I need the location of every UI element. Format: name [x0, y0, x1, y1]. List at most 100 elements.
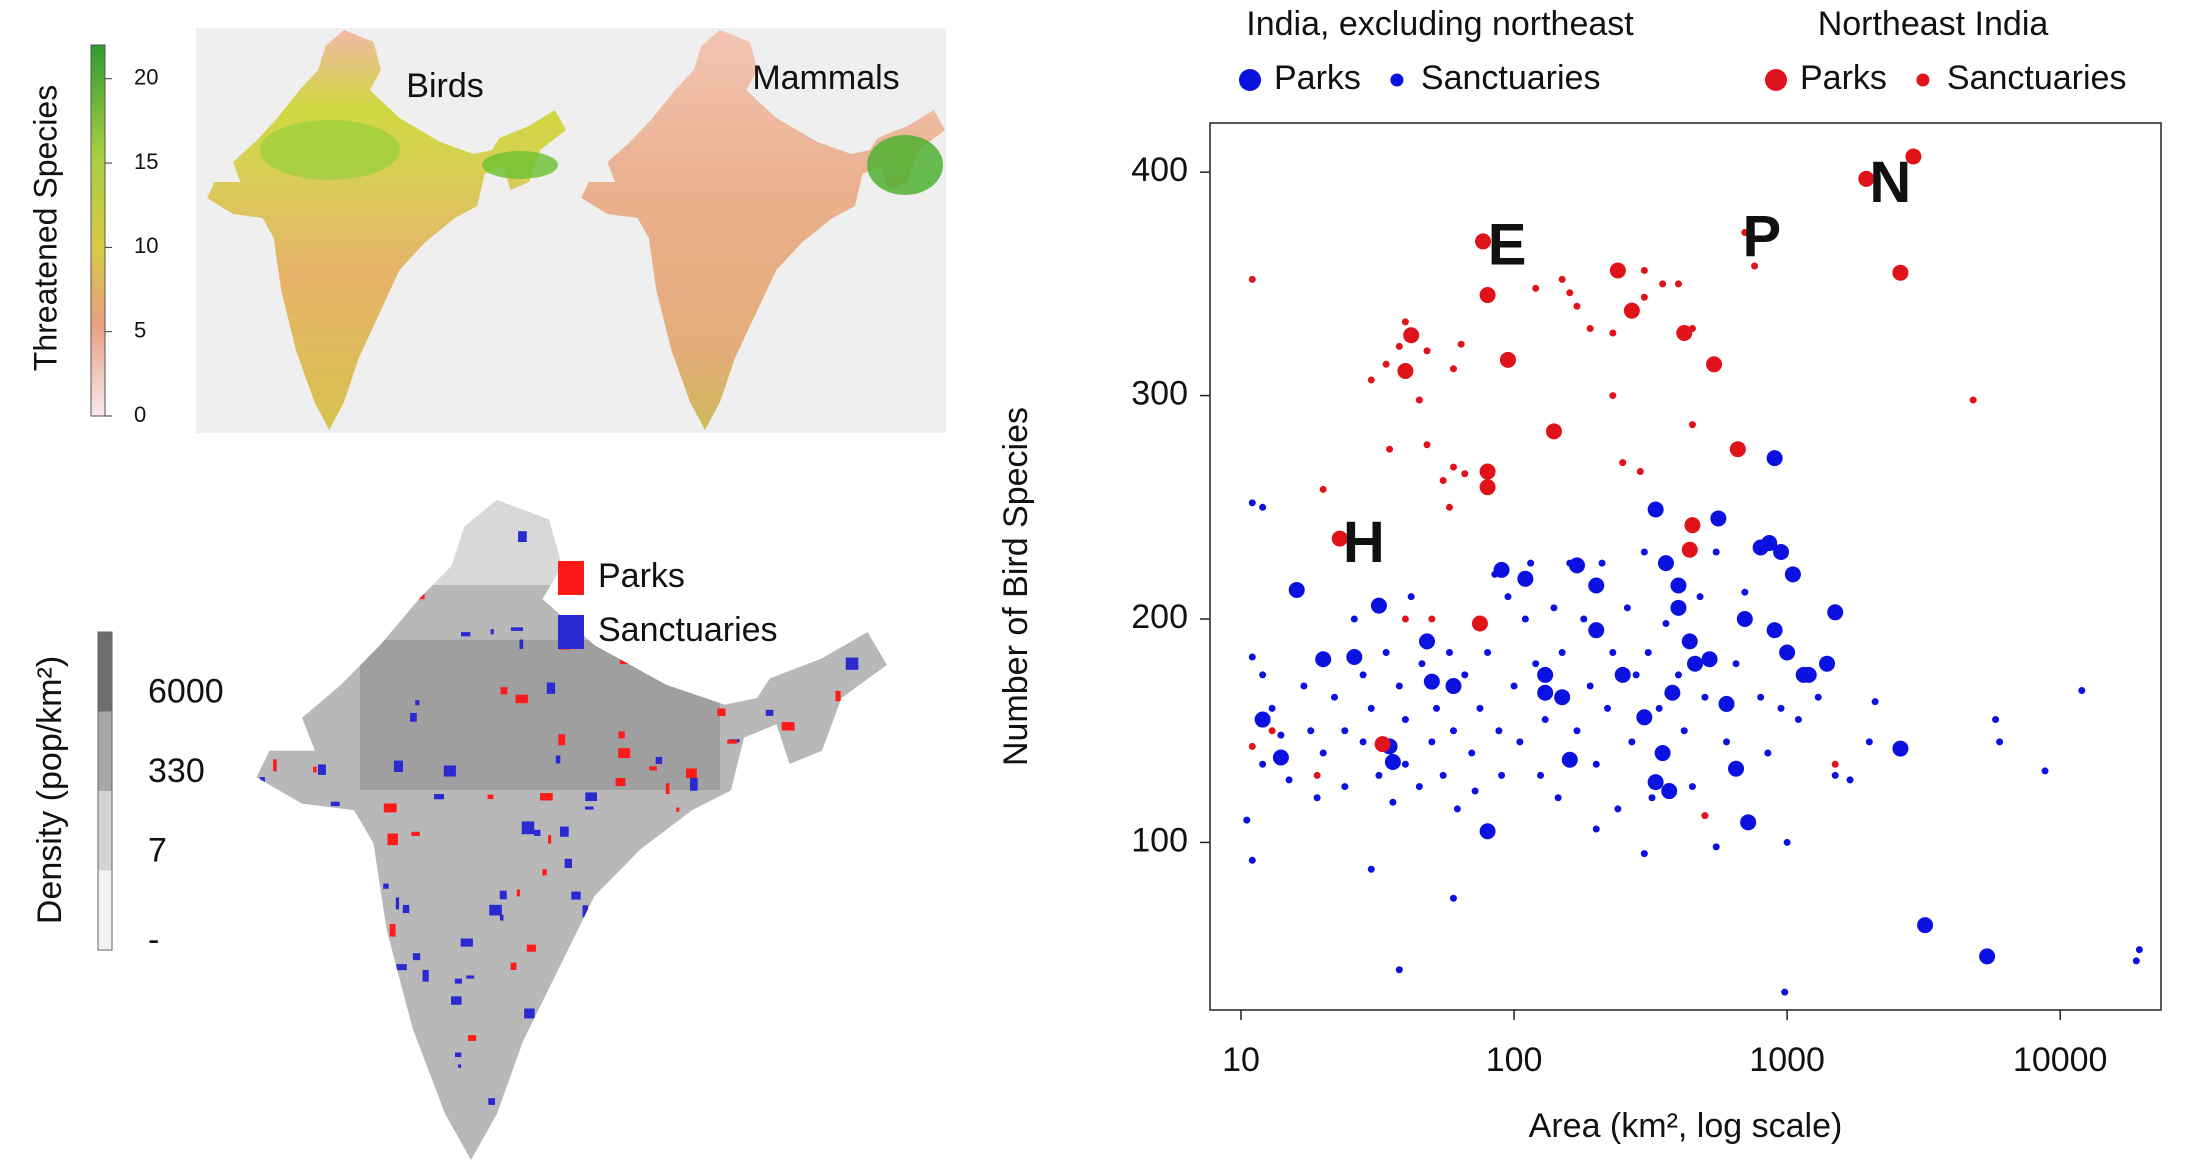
point	[1395, 682, 1403, 690]
sanctuary-patch	[518, 531, 527, 543]
point	[1558, 275, 1566, 283]
point	[1580, 615, 1588, 623]
point	[1969, 396, 1977, 404]
sanctuary-patch	[584, 806, 594, 810]
point	[1568, 557, 1585, 574]
sanctuary-patch	[454, 978, 462, 984]
sanctuary-patch	[646, 968, 657, 976]
point	[1736, 611, 1753, 628]
park-patch	[786, 934, 798, 943]
point	[1382, 360, 1390, 368]
park-patch	[241, 773, 245, 778]
point	[1419, 633, 1436, 650]
sanctuary-patch	[621, 995, 626, 1003]
point	[1350, 615, 1358, 623]
point	[1604, 704, 1612, 712]
park-patch	[389, 924, 396, 937]
sanctuary-patch	[879, 901, 887, 913]
density-map	[256, 500, 887, 1160]
sanctuary-patch	[336, 551, 350, 557]
point	[1272, 749, 1289, 766]
point	[2041, 767, 2049, 775]
sanctuary-patch	[811, 1087, 824, 1100]
sanctuary-patch	[594, 1029, 603, 1043]
sanctuary-patch	[395, 897, 400, 910]
park-patch	[275, 840, 280, 846]
point	[1757, 693, 1765, 701]
sanctuary-patch	[606, 927, 619, 933]
density-label: 6000	[148, 672, 224, 710]
sanctuary-patch	[765, 709, 774, 716]
colorbar-tick-label: 5	[134, 317, 146, 342]
sanctuary-patch	[490, 629, 494, 635]
density-title: Density (pop/km²)	[31, 656, 69, 924]
colorbar-tick-label: 10	[134, 233, 158, 258]
sanctuary-patch	[675, 977, 689, 987]
point	[1401, 760, 1409, 768]
y-axis-label: Number of Bird Species	[997, 407, 1035, 766]
sanctuary-patch	[275, 661, 281, 668]
point	[1386, 445, 1394, 453]
park-patch	[875, 633, 882, 646]
sanctuary-patch	[715, 1088, 725, 1101]
sanctuary-patch	[857, 861, 867, 873]
sanctuary-patch	[813, 584, 819, 596]
point	[1445, 503, 1453, 511]
point	[1674, 280, 1682, 288]
sanctuary-patch	[682, 1046, 689, 1057]
sanctuary-patch	[663, 520, 676, 525]
point	[1457, 340, 1465, 348]
park-patch	[238, 1052, 250, 1055]
density-label: -	[148, 921, 159, 959]
point	[1573, 302, 1581, 310]
sanctuary-patch	[648, 981, 661, 993]
sanctuary-patch	[560, 521, 565, 534]
scatter-chart: 100 200 300 400 10 100 1000 10000 Area (km², log…	[997, 5, 2162, 1145]
sanctuary-patch	[728, 509, 740, 522]
point	[1248, 499, 1256, 507]
park-patch	[487, 794, 494, 800]
density-band	[98, 870, 112, 950]
point	[1664, 684, 1681, 701]
point	[1905, 148, 1922, 165]
point	[1471, 615, 1488, 632]
sanctuary-patch	[335, 1143, 344, 1152]
sanctuary-patch	[288, 726, 301, 737]
legend-marker	[1916, 73, 1930, 87]
density-label: 7	[148, 831, 167, 869]
park-patch	[612, 1035, 622, 1048]
point	[1640, 548, 1648, 556]
park-patch	[709, 926, 717, 936]
point	[1640, 293, 1648, 301]
sanctuary-patch	[330, 801, 340, 807]
sanctuary-patch	[761, 1065, 772, 1077]
park-patch	[515, 694, 528, 704]
point	[1661, 783, 1678, 800]
park-patch	[883, 524, 887, 531]
sanctuary-patch	[374, 567, 383, 579]
park-patch	[386, 1033, 400, 1038]
point	[1628, 738, 1636, 746]
sanctuary-patch	[882, 1129, 887, 1138]
point	[1892, 264, 1909, 281]
point	[1439, 476, 1447, 484]
sanctuary-patch	[608, 910, 614, 917]
point	[1819, 655, 1836, 672]
point	[1779, 644, 1796, 661]
point	[1773, 543, 1790, 560]
sanctuary-patch	[422, 969, 429, 982]
point	[1532, 284, 1540, 292]
point	[1684, 517, 1701, 534]
colorbar-tick-label: 20	[134, 65, 158, 90]
sanctuary-patch	[769, 1036, 781, 1050]
point	[1401, 615, 1409, 623]
point	[1359, 738, 1367, 746]
sanctuary-patch	[410, 712, 417, 722]
park-patch	[387, 1052, 395, 1065]
park-patch	[732, 896, 743, 909]
point	[1586, 325, 1594, 333]
sanctuary-patch	[783, 940, 787, 945]
point	[1346, 648, 1363, 665]
sanctuary-patch	[590, 1122, 604, 1135]
